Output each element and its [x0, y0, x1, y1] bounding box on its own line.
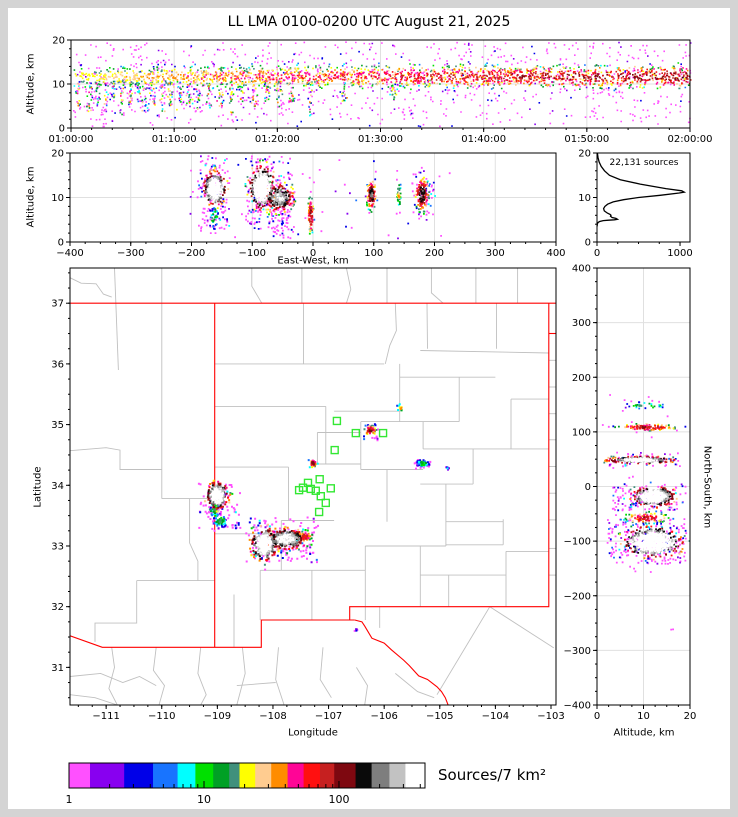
lma-station-markers: [294, 416, 388, 517]
svg-text:01:20:00: 01:20:00: [255, 134, 300, 145]
svg-text:01:30:00: 01:30:00: [358, 134, 403, 145]
svg-text:20: 20: [52, 36, 65, 47]
time-height-panel: 01:00:00 01:10:00 01:20:00 01:30:00 01:40:00…: [49, 36, 713, 146]
svg-text:300: 300: [572, 318, 591, 329]
svg-text:−400: −400: [564, 701, 591, 712]
svg-text:−300: −300: [564, 646, 591, 657]
map-ylabel: Latitude: [32, 466, 44, 508]
svg-text:33: 33: [51, 541, 64, 552]
svg-text:−104: −104: [482, 711, 509, 722]
northsouth-ylabel: North-South, km: [701, 445, 713, 529]
svg-text:−106: −106: [370, 711, 397, 722]
svg-text:01:40:00: 01:40:00: [461, 134, 506, 145]
svg-text:20: 20: [578, 149, 591, 160]
svg-text:400: 400: [546, 248, 565, 259]
svg-text:−107: −107: [315, 711, 342, 722]
scatter-points: [73, 41, 692, 128]
svg-text:0: 0: [59, 124, 65, 135]
svg-text:0: 0: [585, 238, 591, 249]
svg-text:35: 35: [51, 420, 64, 431]
svg-text:0: 0: [310, 248, 316, 259]
svg-text:1: 1: [66, 793, 73, 806]
colorbar-label: Sources/7 km²: [438, 766, 547, 784]
scatter-points: [601, 394, 691, 631]
svg-text:−110: −110: [148, 711, 175, 722]
county-borders: [70, 268, 556, 705]
svg-text:−108: −108: [259, 711, 286, 722]
svg-text:20: 20: [684, 711, 697, 722]
svg-text:−100: −100: [564, 537, 591, 548]
svg-text:−200: −200: [178, 248, 205, 259]
svg-text:−103: −103: [537, 711, 564, 722]
colorbar: 1 10 100: [66, 762, 426, 806]
eastwest-xlabel: East-West, km: [277, 255, 349, 267]
svg-text:100: 100: [328, 793, 349, 806]
svg-text:1000: 1000: [667, 248, 692, 259]
svg-text:10: 10: [578, 193, 591, 204]
time-height-ylabel: Altitude, km: [25, 53, 37, 115]
svg-text:0: 0: [594, 248, 600, 259]
svg-text:−105: −105: [426, 711, 453, 722]
state-borders: [70, 302, 556, 705]
svg-text:10: 10: [52, 80, 65, 91]
svg-text:10: 10: [51, 193, 64, 204]
northsouth-xlabel: Altitude, km: [613, 727, 675, 739]
svg-text:20: 20: [51, 149, 64, 160]
svg-text:200: 200: [572, 373, 591, 384]
eastwest-ylabel: Altitude, km: [25, 166, 37, 228]
altitude-histogram-curve: [596, 152, 687, 227]
svg-text:−109: −109: [204, 711, 231, 722]
map-and-northsouth-panel: −111 −110 −109 −108 −107 −106 −105 −104 −103 31 32…: [51, 264, 697, 723]
figure-background: [8, 8, 730, 809]
svg-text:−300: −300: [117, 248, 144, 259]
svg-text:37: 37: [51, 299, 64, 310]
svg-text:400: 400: [572, 264, 591, 275]
scatter-points: [197, 403, 450, 632]
svg-text:10: 10: [197, 793, 211, 806]
svg-text:100: 100: [364, 248, 383, 259]
svg-text:0: 0: [585, 482, 591, 493]
svg-text:01:00:00: 01:00:00: [49, 134, 94, 145]
svg-text:300: 300: [486, 248, 505, 259]
svg-text:−111: −111: [92, 711, 119, 722]
colorbar-panel: 1 10 100: [66, 762, 426, 806]
svg-text:31: 31: [51, 663, 64, 674]
svg-text:02:00:00: 02:00:00: [668, 134, 713, 145]
svg-text:200: 200: [425, 248, 444, 259]
svg-text:−400: −400: [56, 248, 83, 259]
svg-text:32: 32: [51, 602, 64, 613]
figure-title: LL LMA 0100-0200 UTC August 21, 2025: [227, 14, 511, 30]
svg-text:0: 0: [58, 238, 64, 249]
svg-text:01:10:00: 01:10:00: [152, 134, 197, 145]
svg-text:100: 100: [572, 427, 591, 438]
svg-text:01:50:00: 01:50:00: [564, 134, 609, 145]
svg-text:0: 0: [594, 711, 600, 722]
svg-text:10: 10: [637, 711, 650, 722]
svg-text:−100: −100: [239, 248, 266, 259]
svg-text:36: 36: [51, 359, 64, 370]
map-xlabel: Longitude: [288, 727, 338, 739]
svg-text:−200: −200: [564, 591, 591, 602]
scatter-points: [189, 155, 451, 240]
source-count-annotation: 22,131 sources: [609, 158, 679, 168]
svg-text:34: 34: [51, 481, 64, 492]
